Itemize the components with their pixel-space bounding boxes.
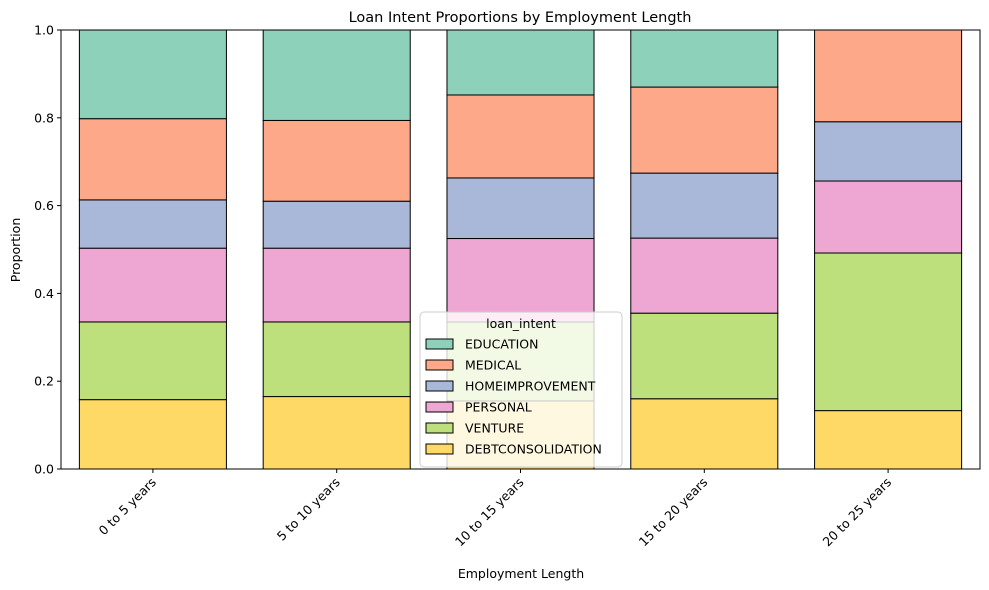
- bar-segment-medical-3: [630, 86, 779, 174]
- bar-segment-education-2: [446, 29, 595, 96]
- y-tick-label: 0.8: [34, 110, 54, 125]
- x-axis: 0 to 5 years 5 to 10 years 10 to 15 years 1…: [96, 469, 894, 550]
- bar-segment-personal-1: [262, 247, 411, 323]
- legend-title: loan_intent: [486, 316, 556, 331]
- bars-group: [78, 29, 963, 470]
- y-tick-label: 1.0: [34, 23, 54, 38]
- legend-label-venture: VENTURE: [465, 421, 524, 436]
- chart-title: Loan Intent Proportions by Employment Le…: [349, 10, 692, 26]
- bar-segment-venture-0: [78, 321, 227, 401]
- bar-segment-personal-0: [78, 247, 227, 323]
- x-axis-label: Employment Length: [458, 566, 584, 581]
- bar-segment-medical-1: [262, 119, 411, 202]
- legend-label-personal: PERSONAL: [465, 400, 532, 415]
- bar-segment-venture-3: [630, 312, 779, 400]
- legend-swatch-homeimprovement: [425, 380, 454, 392]
- bar-segment-debtconsolidation-4: [814, 410, 963, 470]
- y-axis: 0.0 0.2 0.4 0.6 0.8 1.0: [34, 23, 61, 477]
- legend-box: [419, 311, 623, 468]
- y-tick-label: 0.4: [34, 286, 54, 301]
- bar-segment-debtconsolidation-1: [262, 396, 411, 470]
- legend-label-education: EDUCATION: [465, 337, 539, 352]
- bar-segment-personal-2: [446, 238, 595, 323]
- bar-segment-personal-3: [630, 237, 779, 314]
- bar-segment-medical-4: [814, 29, 963, 123]
- legend-swatch-debtconsolidation: [425, 443, 454, 455]
- y-tick-label: 0.0: [34, 462, 54, 477]
- legend-swatch-venture: [425, 422, 454, 434]
- legend-items: EDUCATION MEDICAL HOMEIMPROVEMENT PERSONAL V…: [425, 337, 602, 457]
- bar-segment-homeimprovement-2: [446, 177, 595, 240]
- x-tick-label: 0 to 5 years: [96, 475, 159, 538]
- x-tick-label: 20 to 25 years: [819, 475, 894, 550]
- y-axis-label: Proportion: [8, 218, 23, 283]
- bar-segment-education-0: [78, 29, 227, 120]
- legend-label-medical: MEDICAL: [465, 358, 521, 373]
- legend-label-homeimprovement: HOMEIMPROVEMENT: [465, 379, 596, 394]
- legend-label-debtconsolidation: DEBTCONSOLIDATION: [465, 442, 602, 457]
- bar-segment-homeimprovement-0: [78, 199, 227, 249]
- legend-swatch-personal: [425, 401, 454, 413]
- bar-segment-debtconsolidation-3: [630, 398, 779, 470]
- bar-segment-homeimprovement-4: [814, 121, 963, 182]
- bar-segment-venture-4: [814, 252, 963, 412]
- bar-segment-education-3: [630, 29, 779, 88]
- y-tick-label: 0.2: [34, 374, 54, 389]
- bar-segment-venture-1: [262, 321, 411, 398]
- legend-swatch-medical: [425, 359, 454, 371]
- bar-segment-medical-2: [446, 94, 595, 179]
- legend-swatch-education: [425, 338, 454, 350]
- bar-segment-homeimprovement-3: [630, 172, 779, 239]
- x-tick-label: 15 to 20 years: [636, 475, 711, 550]
- x-tick-label: 5 to 10 years: [274, 475, 343, 544]
- bar-segment-personal-4: [814, 180, 963, 254]
- legend: loan_intent EDUCATION MEDICAL HOMEIMPROVEM…: [419, 311, 623, 468]
- bar-segment-debtconsolidation-0: [78, 399, 227, 470]
- bar-segment-education-1: [262, 29, 411, 121]
- bar-segment-medical-0: [78, 118, 227, 201]
- x-tick-label: 10 to 15 years: [452, 475, 527, 550]
- y-tick-label: 0.6: [34, 198, 54, 213]
- bar-segment-homeimprovement-1: [262, 200, 411, 249]
